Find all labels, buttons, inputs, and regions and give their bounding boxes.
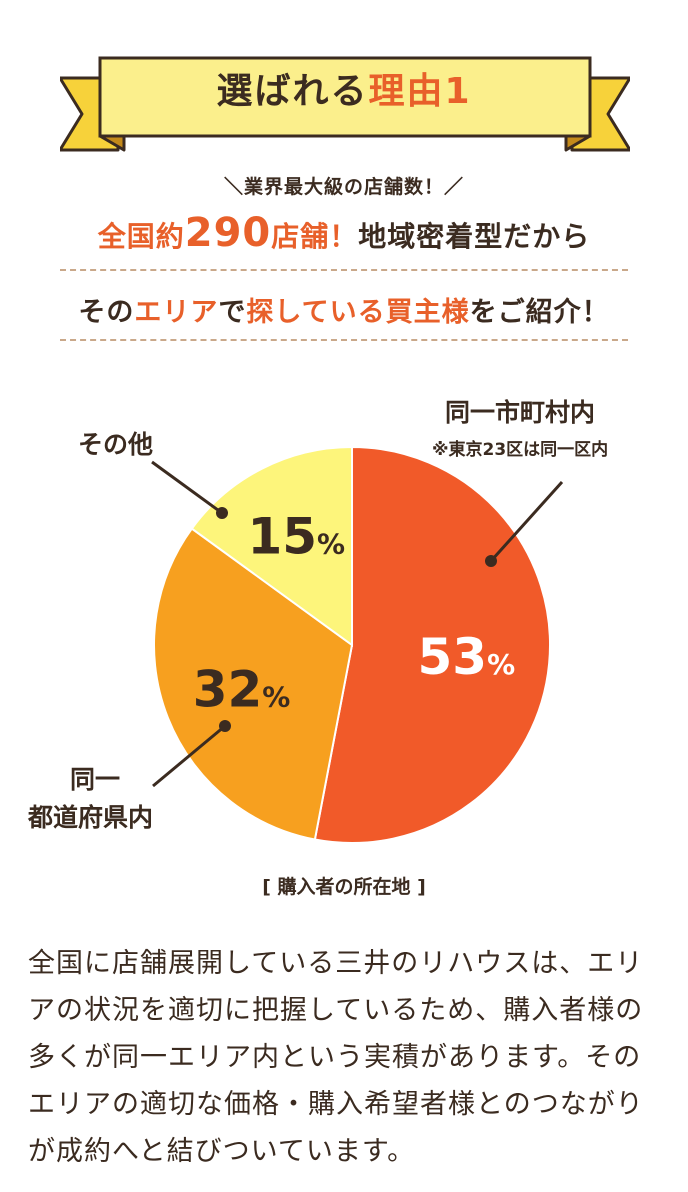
banner-title-number: 1 — [444, 71, 472, 112]
headline-line3-d: 探している買主様 — [246, 297, 470, 328]
label-same-prefecture-line1: 同一 — [70, 765, 121, 794]
pct-same-prefecture: 32% — [193, 661, 291, 719]
chart-caption: [ 購入者の所在地 ] — [262, 876, 426, 898]
slice-same-prefecture — [153, 527, 354, 841]
headline-line3-c: で — [218, 297, 247, 328]
banner-title-accent: 理由 — [368, 71, 445, 112]
dashed-divider-bottom — [60, 339, 628, 341]
banner-title-prefix: 選ばれる — [216, 71, 369, 112]
headline-line2-a: 全国約 — [97, 220, 185, 253]
ribbon-band — [98, 56, 592, 138]
label-same-city-note: ※東京23区は同一区内 — [432, 440, 609, 460]
pct-same-city: 53% — [418, 628, 516, 686]
leader-line-same-city-dot — [485, 555, 497, 567]
headline-line3-b: エリア — [134, 297, 219, 328]
headline-line1: ＼業界最大級の店舗数！／ — [223, 176, 464, 198]
leader-line-other-dot — [216, 507, 228, 519]
leader-line-same-prefecture-dot — [219, 720, 231, 732]
pie-chart: 53% 32% 15% — [151, 445, 564, 844]
headline-line3-a: その — [78, 297, 135, 328]
headline-line2-c: 地域密着型だから — [358, 220, 591, 253]
headline-line3: そのエリアで探している買主様をご紹介！ — [0, 290, 688, 329]
pct-other: 15% — [247, 508, 345, 566]
slice-same-city — [313, 445, 551, 844]
headline-line2: 全国約290店舗！地域密着型だから — [0, 210, 688, 256]
headline-line3-e: をご紹介！ — [469, 297, 610, 328]
label-same-prefecture-line2: 都道府県内 — [28, 803, 154, 832]
body-paragraph: 全国に店舗展開している三井のリハウスは、エリアの状況を適切に把握しているため、購… — [28, 948, 644, 1167]
leader-line-same-prefecture — [152, 724, 226, 788]
store-count: 290 — [184, 210, 272, 256]
slice-other — [190, 445, 353, 647]
dashed-divider-top — [60, 269, 628, 271]
ribbon-banner — [60, 56, 630, 152]
headline-line2-b: 店舗！ — [271, 220, 359, 253]
banner-title: 選ばれる理由1 — [0, 62, 688, 122]
label-other: その他 — [78, 430, 154, 459]
leader-line-same-city — [489, 480, 564, 563]
label-same-city: 同一市町村内 — [445, 398, 596, 427]
leader-line-other — [151, 460, 223, 515]
